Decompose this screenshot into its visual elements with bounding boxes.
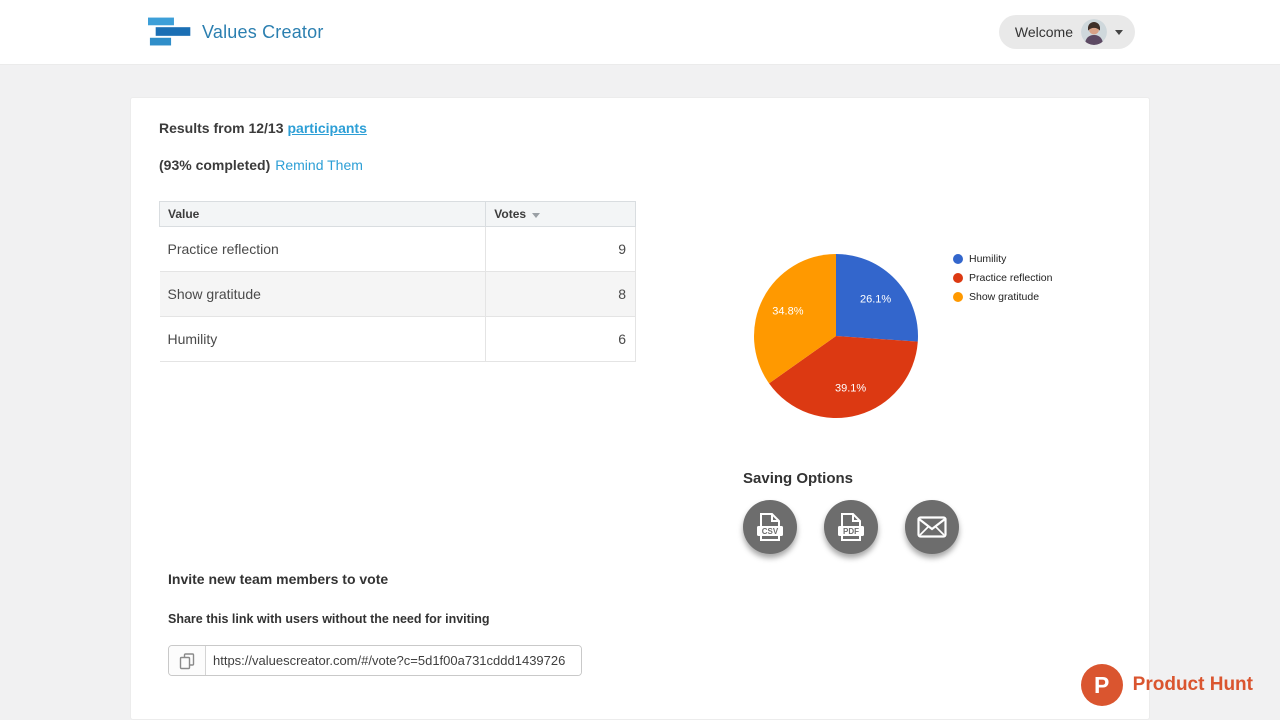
chevron-down-icon [1115, 29, 1123, 35]
votes-cell: 8 [485, 271, 636, 317]
table-row: Practice reflection 9 [159, 226, 636, 272]
chart-legend: Humility Practice reflection Show gratit… [953, 253, 1052, 310]
legend-dot-show-gratitude [953, 292, 963, 302]
pie-slice [754, 254, 836, 384]
pie-slice [769, 336, 918, 418]
legend-item: Show gratitude [953, 291, 1052, 303]
table-row: Humility 6 [159, 316, 636, 362]
copy-icon [179, 652, 195, 669]
saving-options-row: CSV PDF [743, 500, 959, 554]
pdf-file-icon: PDF [838, 513, 864, 541]
welcome-menu-button[interactable]: Welcome [998, 15, 1135, 49]
votes-header-label: Votes [494, 207, 527, 221]
invite-subtitle: Share this link with users without the n… [168, 612, 490, 626]
invite-title: Invite new team members to vote [168, 571, 389, 587]
save-pdf-button[interactable]: PDF [824, 500, 878, 554]
brand: Values Creator [148, 14, 324, 50]
votes-table: Value Votes Practice reflection 9 Show g… [158, 201, 636, 362]
pie-slice-label: 34.8% [772, 306, 803, 318]
envelope-icon [917, 516, 947, 538]
saving-options-title: Saving Options [743, 470, 854, 487]
send-email-button[interactable] [905, 500, 959, 554]
legend-dot-practice-reflection [953, 273, 963, 283]
avatar [1081, 19, 1107, 45]
completed-line: (93% completed) Remind Them [159, 157, 363, 173]
csv-icon-label: CSV [762, 527, 779, 536]
legend-item: Humility [953, 253, 1052, 265]
value-cell: Practice reflection [159, 226, 486, 272]
product-hunt-badge[interactable]: P Product Hunt [1080, 664, 1253, 706]
results-title-text: Results from 12/13 [159, 120, 284, 136]
pie-slice-label: 39.1% [835, 383, 866, 395]
value-cell: Show gratitude [159, 271, 486, 317]
votes-cell: 9 [485, 226, 636, 272]
legend-item: Practice reflection [953, 272, 1052, 284]
pie-slice [836, 254, 918, 342]
share-link-input[interactable] [206, 646, 581, 675]
product-hunt-logo-icon: P [1080, 664, 1123, 706]
brand-logo-icon [148, 17, 191, 46]
pie-chart-block: 26.1% 39.1% 34.8% Humility Practice reflec… [751, 251, 1052, 421]
sort-desc-icon [532, 213, 541, 218]
saving-options-block: Saving Options CSV PDF [743, 470, 959, 554]
pie-slice-label: 26.1% [860, 294, 891, 306]
pie-chart: 26.1% 39.1% 34.8% [754, 254, 918, 418]
pdf-icon-label: PDF [843, 527, 859, 536]
invite-block: Invite new team members to vote Share th… [168, 571, 582, 676]
csv-file-icon: CSV [757, 513, 783, 541]
app-header: Values Creator Welcome [0, 0, 1280, 65]
votes-column-header[interactable]: Votes [485, 201, 636, 227]
votes-cell: 6 [485, 316, 636, 362]
remind-them-link[interactable]: Remind Them [275, 157, 363, 173]
value-column-header: Value [158, 201, 487, 227]
brand-name: Values Creator [202, 21, 324, 42]
save-csv-button[interactable]: CSV [743, 500, 797, 554]
results-card: Results from 12/13 participants (93% comp… [130, 97, 1150, 720]
legend-label: Humility [969, 253, 1007, 265]
value-cell: Humility [159, 316, 486, 362]
participants-link[interactable]: participants [287, 120, 367, 136]
welcome-label: Welcome [1014, 24, 1073, 40]
product-hunt-initial: P [1094, 671, 1110, 698]
completed-text: (93% completed) [159, 157, 271, 173]
table-row: Show gratitude 8 [159, 271, 636, 317]
product-hunt-label: Product Hunt [1132, 674, 1253, 695]
copy-link-button[interactable] [169, 646, 206, 675]
results-title: Results from 12/13 participants [159, 120, 367, 136]
legend-label: Practice reflection [969, 272, 1053, 284]
legend-label: Show gratitude [969, 291, 1040, 303]
legend-dot-humility [953, 254, 963, 264]
table-header-row: Value Votes [158, 201, 636, 227]
share-link-group [168, 645, 582, 676]
